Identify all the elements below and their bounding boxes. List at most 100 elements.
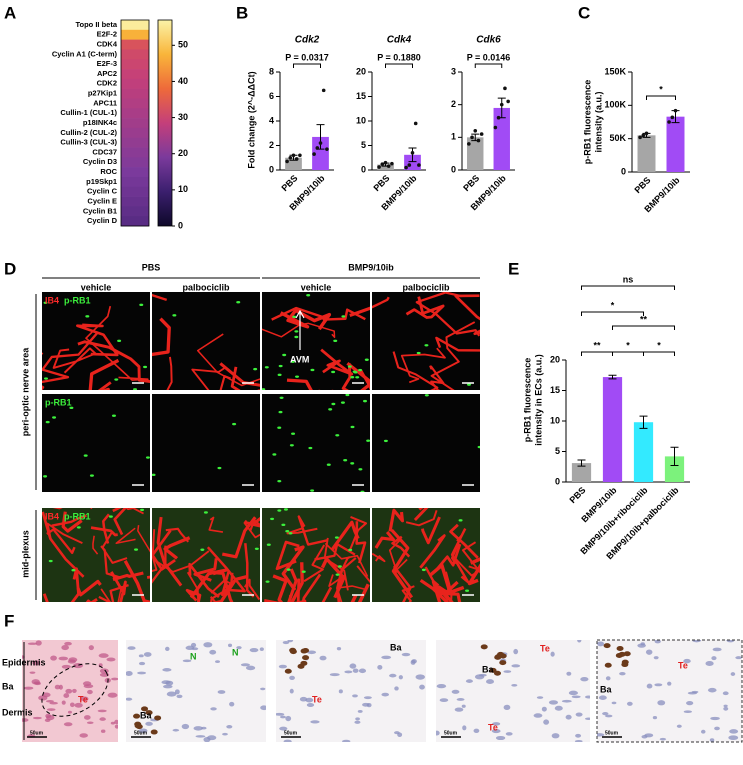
cell — [683, 710, 692, 714]
nucleus — [333, 339, 338, 343]
micrograph-content — [372, 508, 480, 602]
data-point — [413, 121, 418, 126]
vessel — [156, 550, 210, 573]
cell — [580, 676, 589, 682]
micrograph-content — [42, 394, 150, 492]
colorbar-tick-label: 30 — [178, 112, 188, 122]
stained-cell — [135, 724, 143, 730]
nucleus — [264, 366, 269, 369]
cell — [172, 728, 180, 732]
stained-cell — [154, 715, 162, 721]
stained-cell — [623, 651, 631, 657]
heatmap-cell — [121, 39, 149, 50]
cell — [61, 645, 69, 651]
histology-content: 50um — [126, 640, 266, 742]
cell — [174, 689, 180, 695]
nucleus — [270, 517, 275, 521]
significance-label: * — [626, 340, 630, 350]
cell — [138, 654, 144, 658]
image-label: N — [190, 651, 197, 661]
cell — [227, 643, 233, 648]
y-tick-label: 10 — [356, 115, 366, 125]
vessel — [391, 535, 411, 558]
data-point — [410, 151, 415, 155]
y-tick-label: 20 — [356, 66, 366, 76]
vessel — [230, 366, 241, 390]
nucleus — [310, 489, 315, 492]
panel-label: B — [236, 3, 248, 22]
vessel — [152, 545, 167, 584]
cell — [723, 704, 728, 708]
cell — [280, 715, 286, 719]
vessel — [279, 308, 332, 331]
data-point — [641, 133, 646, 138]
vessel — [320, 348, 354, 376]
vessel — [88, 358, 120, 390]
nucleus — [111, 414, 116, 417]
cell — [229, 701, 235, 707]
cell — [709, 738, 715, 742]
cell — [49, 701, 58, 705]
micrograph-bg — [262, 394, 370, 492]
stained-cell — [480, 644, 488, 650]
cell — [355, 717, 360, 721]
nucleus — [143, 365, 148, 369]
error-bar — [577, 459, 586, 467]
image-frame — [596, 639, 743, 743]
cell — [729, 729, 739, 734]
cell — [45, 699, 54, 703]
heatmap-cell — [121, 20, 149, 31]
cell — [357, 709, 363, 713]
cell — [35, 640, 42, 646]
cell — [398, 675, 403, 680]
cell — [61, 664, 71, 669]
x-tick-label: PBS — [279, 173, 299, 193]
vessel — [419, 534, 446, 569]
cell — [69, 702, 75, 708]
cell — [683, 658, 691, 664]
significance-label: ns — [623, 274, 634, 284]
nucleus — [69, 406, 74, 410]
cell — [585, 717, 590, 720]
cell — [657, 700, 666, 706]
vessel — [430, 321, 476, 390]
histology-image: 50um — [276, 640, 426, 742]
cell — [543, 719, 550, 725]
cell — [611, 701, 617, 705]
vessel — [189, 568, 229, 599]
vessel — [163, 536, 191, 560]
vessel — [467, 557, 480, 586]
cell — [278, 664, 287, 669]
image-label: Ba — [390, 642, 402, 652]
cell — [74, 702, 83, 708]
stained-cell — [621, 659, 629, 665]
cell — [217, 690, 226, 694]
arrow — [295, 309, 305, 350]
cell — [249, 648, 259, 653]
cell — [29, 671, 36, 674]
row-label: Cyclin C — [87, 187, 118, 196]
cell — [63, 693, 70, 699]
y-tick-label: 15 — [550, 385, 560, 395]
nucleus — [89, 474, 94, 477]
vessel — [341, 363, 352, 390]
scale-label: 50um — [605, 730, 619, 736]
data-point — [644, 131, 649, 136]
data-point — [673, 108, 678, 113]
cell — [65, 688, 73, 694]
row-label: APC2 — [97, 69, 117, 78]
data-point — [298, 153, 302, 158]
vessel — [320, 557, 346, 599]
cell — [126, 697, 133, 701]
significance-bracket — [581, 351, 613, 356]
cell — [619, 672, 626, 676]
cell — [419, 684, 425, 690]
nucleus — [290, 360, 295, 363]
cell — [306, 702, 315, 707]
nucleus — [217, 466, 222, 470]
cell — [381, 692, 389, 697]
data-point — [503, 86, 507, 91]
vessel — [208, 516, 224, 533]
bar — [666, 116, 685, 172]
heatmap-cell — [121, 88, 149, 99]
